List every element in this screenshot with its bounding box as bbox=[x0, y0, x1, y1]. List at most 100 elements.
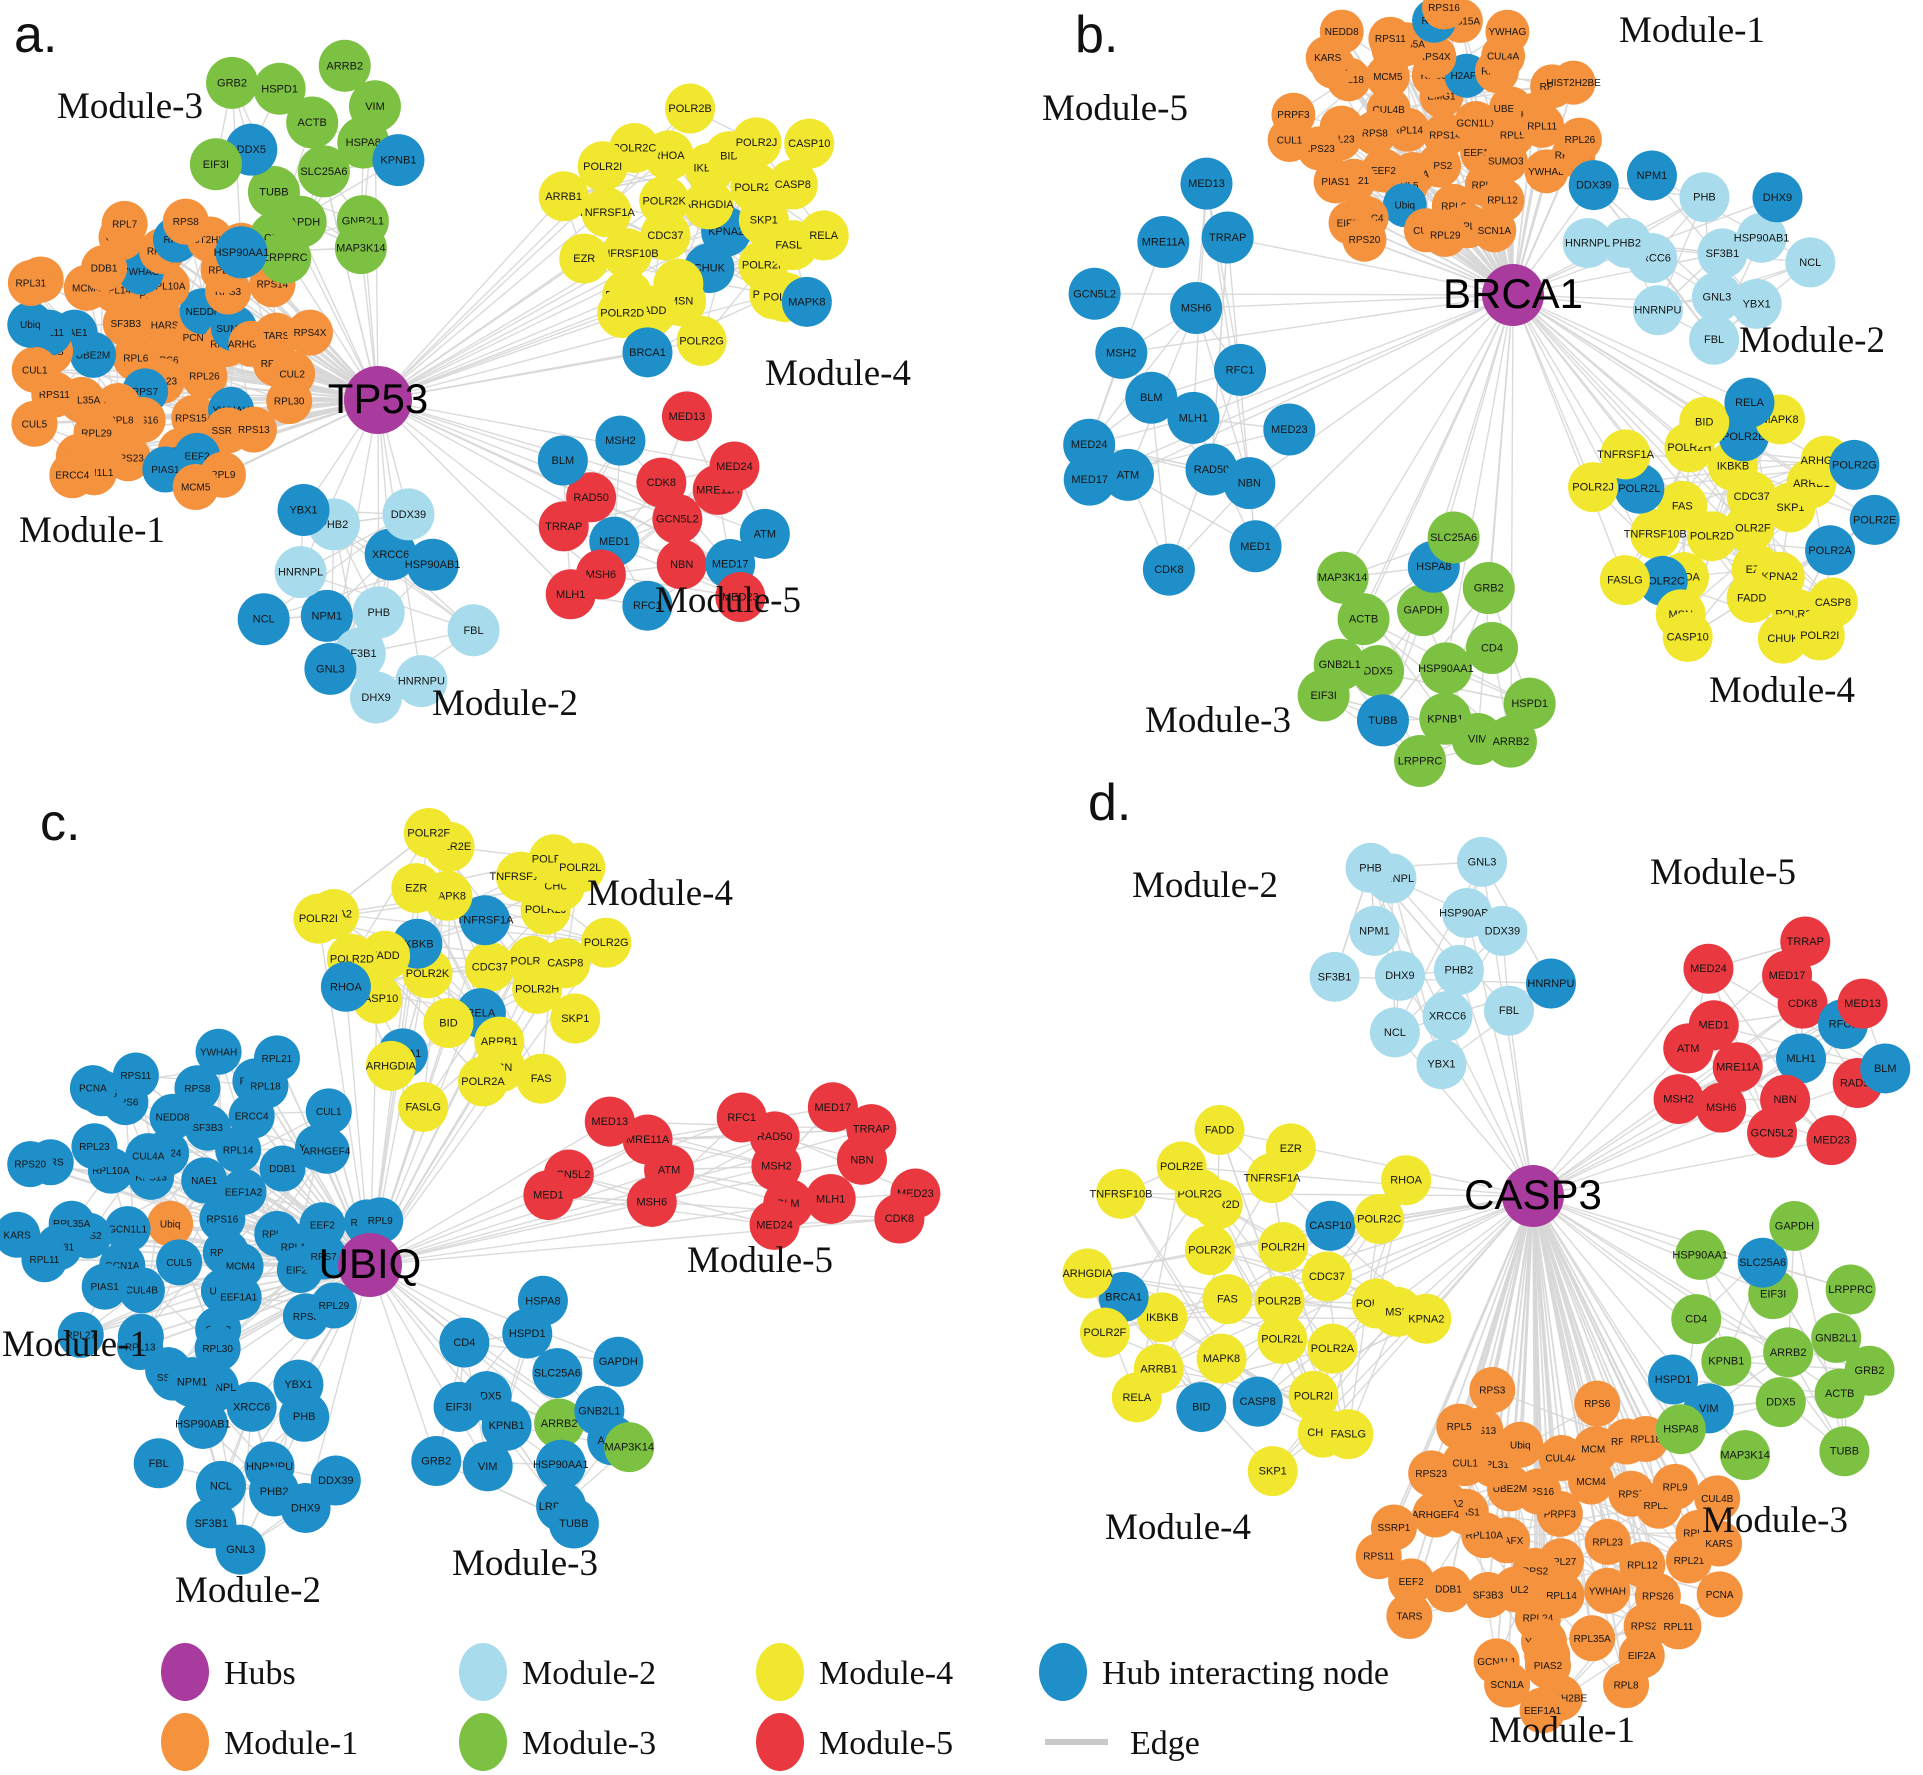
hub-edge bbox=[377, 399, 678, 520]
protein-node-label: POLR2F bbox=[742, 260, 785, 272]
protein-node-label: ERCC4 bbox=[55, 471, 89, 482]
protein-node-label: HNRNPU bbox=[1527, 978, 1574, 990]
protein-node-circle bbox=[1679, 172, 1730, 223]
protein-node-circle bbox=[1309, 951, 1360, 1002]
protein-node: SKP1 bbox=[1247, 1446, 1298, 1497]
protein-node-label: LRPPRC bbox=[1828, 1284, 1873, 1296]
hub-node: BRCA1 bbox=[1443, 264, 1583, 326]
protein-node-circle bbox=[1374, 950, 1425, 1001]
protein-node: MSH6 bbox=[1696, 1082, 1747, 1133]
protein-node-label: H2AFX bbox=[1491, 1536, 1524, 1547]
protein-node-circle bbox=[1860, 1043, 1911, 1094]
protein-node-circle bbox=[1196, 1333, 1247, 1384]
protein-node-circle bbox=[1794, 610, 1845, 661]
protein-node-label: RPL7 bbox=[112, 219, 137, 230]
protein-node-circle bbox=[215, 1524, 266, 1575]
protein-node-label: GNL3 bbox=[316, 663, 345, 675]
protein-node-label: MED17 bbox=[1071, 474, 1108, 486]
protein-node-circle bbox=[1462, 562, 1515, 615]
protein-node-label: GNL3 bbox=[226, 1544, 255, 1556]
protein-node-circle bbox=[1663, 1023, 1714, 1074]
protein-node-label: GNB2L1 bbox=[578, 1405, 620, 1417]
protein-node-circle bbox=[1752, 172, 1803, 223]
protein-node-circle bbox=[1416, 1039, 1467, 1090]
protein-node-label: H2AFX bbox=[1450, 71, 1483, 82]
protein-node-label: MAPK8 bbox=[1761, 414, 1798, 426]
protein-node: GRB2 bbox=[411, 1435, 462, 1486]
protein-node-label: CUL2 bbox=[1503, 1585, 1529, 1596]
protein-node-label: RPL27 bbox=[65, 1330, 96, 1341]
protein-node: RPS3 bbox=[1469, 1366, 1516, 1413]
protein-node-circle bbox=[532, 1348, 583, 1399]
protein-node-label: EIF2A bbox=[286, 1266, 314, 1277]
protein-node: HSP90AA1 bbox=[1672, 1229, 1728, 1280]
protein-node-label: HNRNPU bbox=[398, 676, 445, 688]
legend-swatch-m4 bbox=[756, 1643, 804, 1701]
protein-node-label: POLR2D bbox=[600, 307, 644, 319]
protein-node: SF3B1 bbox=[1309, 951, 1360, 1002]
protein-node: BID bbox=[1679, 396, 1730, 447]
protein-node-circle bbox=[739, 508, 790, 559]
protein-node: ATM bbox=[1663, 1023, 1714, 1074]
protein-node: GNB2L1 bbox=[1811, 1312, 1862, 1363]
protein-node-circle bbox=[1305, 1200, 1356, 1251]
hub-edge bbox=[369, 1198, 831, 1266]
protein-node-label: MED17 bbox=[712, 559, 749, 571]
protein-node-circle bbox=[1265, 1123, 1316, 1174]
protein-node-circle bbox=[237, 593, 290, 646]
protein-node: RPL11 bbox=[1520, 103, 1565, 148]
protein-node-circle bbox=[622, 1114, 673, 1165]
protein-node: RPL8 bbox=[1603, 1662, 1650, 1709]
protein-node-circle bbox=[1381, 1155, 1432, 1206]
protein-node-label: RPL18 bbox=[250, 1081, 281, 1092]
protein-node-label: POLR2K bbox=[1188, 1245, 1232, 1257]
protein-node-label: MED13 bbox=[669, 411, 706, 423]
protein-node: MAP3K14 bbox=[1316, 551, 1369, 604]
protein-node-label: RPS6 bbox=[112, 1098, 139, 1109]
protein-node-label: MED1 bbox=[599, 536, 630, 548]
protein-node: GRB2 bbox=[1844, 1345, 1895, 1396]
panel-letter: a. bbox=[14, 6, 57, 64]
hub-edge bbox=[377, 399, 572, 595]
protein-node-label: MED24 bbox=[716, 461, 753, 473]
protein-node-label: FASLG bbox=[405, 1101, 440, 1113]
protein-node: CUL4B bbox=[118, 1267, 165, 1314]
legend-swatch-m1 bbox=[161, 1713, 209, 1771]
protein-node-circle bbox=[1484, 1661, 1531, 1708]
protein-node-label: MED24 bbox=[1690, 963, 1727, 975]
protein-node-label: CDC37 bbox=[472, 961, 508, 973]
protein-node-circle bbox=[731, 117, 782, 168]
protein-node-circle bbox=[253, 1035, 300, 1082]
protein-node-circle bbox=[1408, 1450, 1455, 1497]
protein-node-label: GNL3 bbox=[1468, 856, 1497, 868]
protein-node: POLR2A bbox=[458, 1056, 509, 1107]
protein-node-circle bbox=[597, 287, 648, 338]
protein-node: POLR2A bbox=[1805, 525, 1856, 576]
protein-node-label: NPM1 bbox=[177, 1377, 208, 1389]
protein-node-label: MAP3K14 bbox=[1720, 1450, 1770, 1462]
protein-node-circle bbox=[174, 1065, 221, 1112]
protein-node: FADD bbox=[1726, 572, 1777, 623]
protein-node-label: HARS bbox=[151, 320, 179, 331]
hub-edge bbox=[377, 351, 648, 401]
protein-node: SLC25A6 bbox=[1427, 511, 1480, 564]
edge bbox=[1150, 397, 1170, 570]
protein-node-circle bbox=[1313, 159, 1358, 204]
protein-node-circle bbox=[133, 1438, 184, 1489]
protein-node-label: KARS bbox=[1705, 1539, 1733, 1550]
protein-node: GRB2 bbox=[206, 56, 259, 109]
protein-node-label: RFC1 bbox=[727, 1112, 756, 1124]
protein-node-label: EIF3I bbox=[1310, 690, 1336, 702]
protein-node-circle bbox=[1497, 1421, 1544, 1468]
protein-node-label: RPL6 bbox=[123, 353, 148, 364]
protein-node-label: MED17 bbox=[814, 1102, 851, 1114]
protein-node: NCL bbox=[237, 593, 290, 646]
protein-node-label: RPL10A bbox=[148, 282, 186, 293]
protein-node-label: RPS8 bbox=[1362, 128, 1389, 139]
protein-node-circle bbox=[1720, 1430, 1771, 1481]
protein-node: RPL23 bbox=[1584, 1518, 1631, 1565]
protein-node-circle bbox=[517, 1275, 568, 1326]
protein-node-label: PIAS1 bbox=[90, 1282, 119, 1293]
protein-node: CD4 bbox=[1671, 1294, 1722, 1345]
protein-node: DDX5 bbox=[1755, 1377, 1806, 1428]
